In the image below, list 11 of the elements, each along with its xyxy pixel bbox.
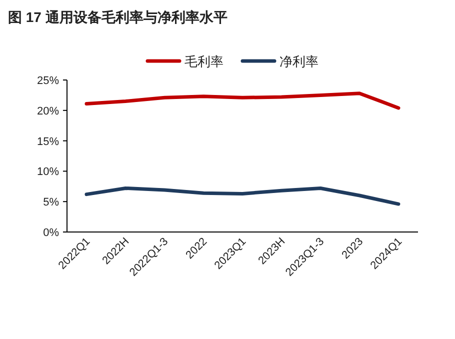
y-tick-label: 20% (36, 105, 60, 118)
y-tick-label: 5% (43, 196, 60, 209)
legend-label: 毛利率 (184, 54, 224, 69)
line-series (84, 92, 400, 110)
y-tick-label: 15% (36, 136, 60, 148)
y-tick-label: 10% (36, 166, 60, 178)
y-tick-label: 0% (43, 227, 60, 239)
y-tick-label: 25% (36, 75, 60, 87)
legend-label: 净利率 (280, 54, 318, 69)
chart-title: 图 17 通用设备毛利率与净利率水平 (8, 9, 228, 25)
line-series (84, 186, 400, 206)
